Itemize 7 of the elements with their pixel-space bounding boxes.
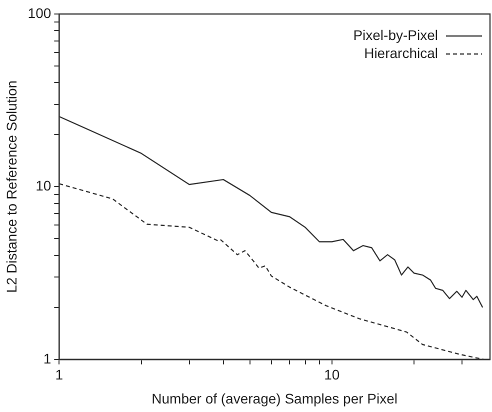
legend-label: Hierarchical <box>364 44 438 61</box>
x-axis-title: Number of (average) Samples per Pixel <box>152 390 398 406</box>
legend-label: Pixel-by-Pixel <box>353 26 438 43</box>
y-tick-label: 10 <box>36 178 52 194</box>
y-axis-title: L2 Distance to Reference Solution <box>3 80 20 293</box>
y-tick-label: 100 <box>28 4 52 21</box>
y-tick-label: 1 <box>43 350 52 366</box>
